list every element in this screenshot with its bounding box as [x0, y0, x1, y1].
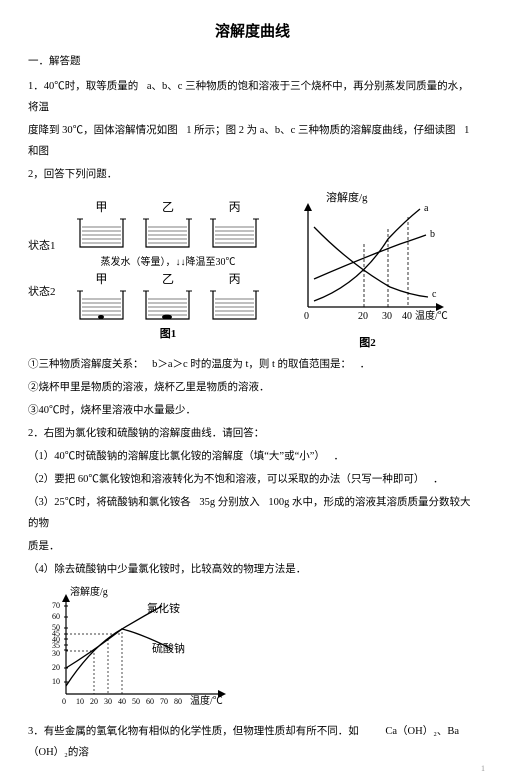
beaker-icon — [74, 217, 129, 251]
svg-text:80: 80 — [174, 697, 182, 706]
row2 — [68, 289, 268, 323]
q2-3b: 质是． — [28, 536, 477, 557]
svg-text:30: 30 — [104, 697, 112, 706]
svg-text:10: 10 — [52, 677, 60, 686]
section-heading: 一．解答题 — [28, 53, 477, 68]
page-number: 1 — [481, 764, 485, 773]
tick: 20 — [358, 311, 368, 322]
beaker-icon — [140, 289, 195, 323]
text: ①三种物质溶解度关系： — [28, 359, 144, 370]
svg-text:30: 30 — [52, 649, 60, 658]
svg-text:40: 40 — [118, 697, 126, 706]
state-labels: 状态1 状态2 — [28, 211, 68, 329]
solubility-chart-2: 溶解度/g 70 60 50 45 40 35 30 20 10 0 10 20 — [42, 584, 242, 714]
q2-head: 2．右图为氯化铵和硫酸钠的溶解度曲线．请回答： — [28, 423, 477, 444]
beaker-icon — [207, 289, 262, 323]
text: 度降到 30℃，固体溶解情况如图 — [28, 125, 178, 136]
tick: 30 — [382, 311, 392, 322]
text: 1．40℃时，取等质量的 — [28, 81, 138, 92]
svg-text:60: 60 — [146, 697, 154, 706]
series-na2so4: 硫酸钠 — [152, 641, 185, 655]
row1 — [68, 217, 268, 251]
fig2-caption: 图2 — [280, 334, 455, 350]
beaker-icon — [74, 289, 129, 323]
text: ． — [360, 359, 371, 370]
page: 溶解度曲线 一．解答题 1．40℃时，取等质量的 a、b、c 三种物质的饱和溶液… — [0, 0, 505, 775]
page-title: 溶解度曲线 — [28, 20, 477, 41]
svg-text:0: 0 — [62, 697, 66, 706]
q1-sub1: ①三种物质溶解度关系： b＞a＞c 时的温度为 t，则 t 的取值范围是： ． — [28, 354, 477, 375]
state2-label: 状态2 — [28, 283, 68, 299]
text: （3）25℃时，将硫酸钠和氯化铵各 — [28, 497, 191, 508]
mid-text: 蒸发水（等量），↓↓降温至30℃ — [68, 253, 268, 268]
x-label: 温度/℃ — [190, 694, 223, 707]
state1-label: 状态1 — [28, 237, 68, 253]
q1-line1: 1．40℃时，取等质量的 a、b、c 三种物质的饱和溶液于三个烧杯中，再分别蒸发… — [28, 76, 477, 118]
ch-yi: 乙 — [162, 198, 174, 215]
y-label: 溶解度/g — [70, 585, 108, 598]
beaker-icon — [140, 217, 195, 251]
fig1-caption: 图1 — [68, 325, 268, 341]
q1-line2: 度降到 30℃，固体溶解情况如图 1 所示；图 2 为 a、b、c 三种物质的溶… — [28, 120, 477, 162]
solubility-chart: 溶解度/g 0 20 30 40 温度/℃ a b c — [280, 189, 455, 329]
q1-line3: 2，回答下列问题． — [28, 164, 477, 185]
text: 3．有些金属的氢氧化物有相似的化学性质，但物理性质却有所不同．如 — [28, 726, 359, 737]
x-ticks: 0 10 20 30 40 50 60 70 80 — [62, 697, 182, 706]
series-a: a — [424, 203, 429, 214]
q2-1: （1）40℃时硫酸钠的溶解度比氯化铵的溶解度（填“大”或“小”） ． — [28, 446, 477, 467]
tick: 40 — [402, 311, 412, 322]
text: 1 所示；图 2 为 a、b、c 三种物质的溶解度曲线，仔细读图 — [186, 125, 455, 136]
header-row: 甲 乙 丙 — [68, 198, 268, 215]
text: 35g 分别放入 — [199, 497, 259, 508]
svg-text:10: 10 — [76, 697, 84, 706]
text: （1）40℃时硫酸钠的溶解度比氯化铵的溶解度（填“大”或“小”） — [28, 451, 325, 462]
text: b＞a＞c 时的温度为 t，则 t 的取值范围是： — [152, 359, 351, 370]
tick: 0 — [304, 311, 309, 322]
q1-sub2: ②烧杯甲里是物质的溶液，烧杯乙里是物质的溶液． — [28, 377, 477, 398]
q1-figures: 状态1 状态2 甲 乙 丙 蒸发水（等量），↓↓降温至30℃ 甲 乙 丙 — [28, 189, 477, 350]
series-b: b — [430, 229, 435, 240]
svg-text:50: 50 — [132, 697, 140, 706]
ch-jia: 甲 — [95, 270, 107, 287]
q2-2: （2）要把 60℃氯化铵饱和溶液转化为不饱和溶液，可以采取的办法（只写一种即可）… — [28, 469, 477, 490]
series-nh4cl: 氯化铵 — [147, 601, 180, 615]
text: ． — [433, 474, 444, 485]
y-label: 溶解度/g — [326, 190, 368, 204]
q3: 3．有些金属的氢氧化物有相似的化学性质，但物理性质却有所不同．如 Ca（OH）₂… — [28, 721, 477, 763]
ch-bing: 丙 — [229, 270, 241, 287]
graph2: 溶解度/g 0 20 30 40 温度/℃ a b c — [280, 189, 455, 350]
beaker-grid: 甲 乙 丙 蒸发水（等量），↓↓降温至30℃ 甲 乙 丙 图1 — [68, 198, 268, 341]
q2-chart: 溶解度/g 70 60 50 45 40 35 30 20 10 0 10 20 — [42, 584, 477, 717]
text: （2）要把 60℃氯化铵饱和溶液转化为不饱和溶液，可以采取的办法（只写一种即可） — [28, 474, 424, 485]
q2-4: （4）除去硫酸钠中少量氯化铵时，比较高效的物理方法是． — [28, 559, 477, 580]
x-label: 温度/℃ — [415, 309, 448, 322]
q2-3a: （3）25℃时，将硫酸钠和氯化铵各 35g 分别放入 100g 水中，形成的溶液… — [28, 492, 477, 534]
svg-text:20: 20 — [90, 697, 98, 706]
text: ． — [334, 451, 345, 462]
q1-sub3: ③40℃时，烧杯里溶液中水量最少． — [28, 400, 477, 421]
ch-yi: 乙 — [162, 270, 174, 287]
ch-jia: 甲 — [95, 198, 107, 215]
svg-text:20: 20 — [52, 663, 60, 672]
svg-text:60: 60 — [52, 612, 60, 621]
beaker-icon — [207, 217, 262, 251]
svg-text:70: 70 — [160, 697, 168, 706]
ch-bing: 丙 — [229, 198, 241, 215]
svg-text:70: 70 — [52, 601, 60, 610]
series-c: c — [432, 289, 437, 300]
header-row2: 甲 乙 丙 — [68, 270, 268, 287]
